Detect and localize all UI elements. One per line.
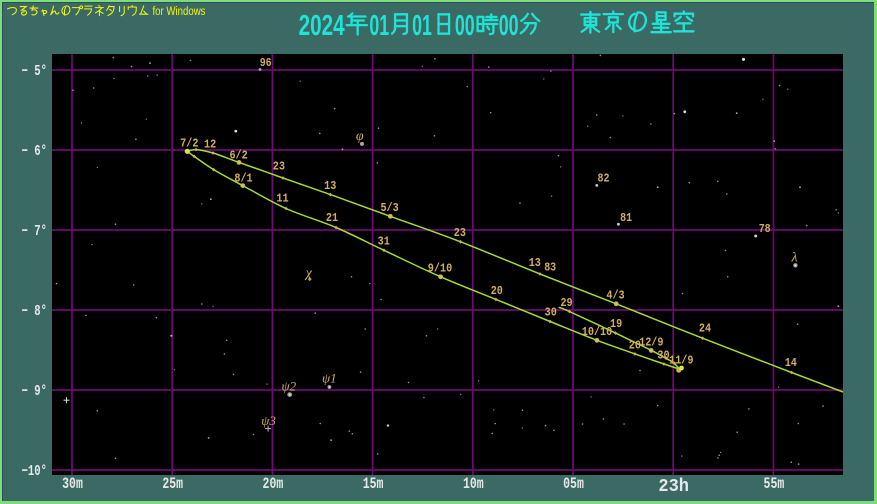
svg-text:29: 29 [560, 296, 572, 310]
svg-text:λ: λ [790, 251, 797, 266]
svg-text:20: 20 [629, 339, 641, 353]
svg-text:20: 20 [491, 284, 503, 298]
svg-text:11/9: 11/9 [669, 353, 693, 367]
svg-text:00: 00 [499, 10, 519, 42]
svg-text:φ: φ [356, 129, 364, 144]
svg-text:30: 30 [545, 306, 557, 320]
svg-text:ψ1: ψ1 [322, 371, 337, 386]
svg-text:10m: 10m [463, 475, 484, 493]
svg-text:81: 81 [620, 212, 632, 225]
svg-text:ψ2: ψ2 [282, 379, 297, 394]
svg-text:31: 31 [378, 234, 390, 248]
svg-text:− 8°: − 8° [22, 303, 48, 320]
svg-text:23: 23 [273, 160, 285, 174]
svg-text:30: 30 [657, 349, 669, 363]
svg-text:6/2: 6/2 [229, 148, 247, 162]
svg-text:χ: χ [304, 266, 313, 281]
svg-text:05m: 05m [563, 475, 584, 493]
svg-text:20m: 20m [263, 475, 284, 493]
svg-text:−10°: −10° [22, 463, 48, 480]
svg-text:23: 23 [454, 226, 466, 240]
svg-text:4/3: 4/3 [606, 288, 624, 302]
svg-text:21: 21 [326, 211, 338, 225]
svg-text:− 7°: − 7° [22, 223, 48, 240]
svg-text:14: 14 [785, 356, 797, 370]
svg-text:55m: 55m [764, 475, 785, 493]
svg-text:82: 82 [598, 173, 610, 186]
svg-text:00: 00 [455, 10, 475, 42]
svg-text:11: 11 [276, 191, 288, 205]
svg-text:12/9: 12/9 [639, 335, 663, 349]
svg-text:25m: 25m [162, 475, 183, 493]
svg-text:for Windows: for Windows [153, 6, 206, 18]
svg-text:− 9°: − 9° [22, 383, 48, 400]
svg-text:96: 96 [260, 57, 272, 70]
svg-text:78: 78 [759, 223, 771, 236]
svg-text:83: 83 [544, 261, 556, 274]
svg-text:19: 19 [610, 317, 622, 331]
svg-text:12: 12 [204, 138, 216, 152]
svg-text:ψ3: ψ3 [261, 413, 276, 428]
svg-text:10/10: 10/10 [582, 325, 613, 339]
svg-text:− 5°: − 5° [22, 63, 48, 80]
svg-text:13: 13 [529, 256, 541, 270]
svg-text:13: 13 [324, 179, 336, 193]
svg-text:9/10: 9/10 [428, 261, 452, 275]
svg-text:01: 01 [412, 10, 432, 42]
svg-text:23h: 23h [658, 477, 689, 497]
svg-text:01: 01 [369, 10, 389, 42]
svg-text:30m: 30m [62, 475, 83, 493]
svg-text:7/2: 7/2 [180, 136, 198, 150]
svg-text:− 6°: − 6° [22, 143, 48, 160]
svg-text:2024: 2024 [299, 10, 345, 42]
svg-text:8/1: 8/1 [234, 172, 252, 186]
svg-text:15m: 15m [363, 475, 384, 493]
svg-text:24: 24 [699, 321, 711, 335]
svg-text:5/3: 5/3 [380, 201, 398, 215]
